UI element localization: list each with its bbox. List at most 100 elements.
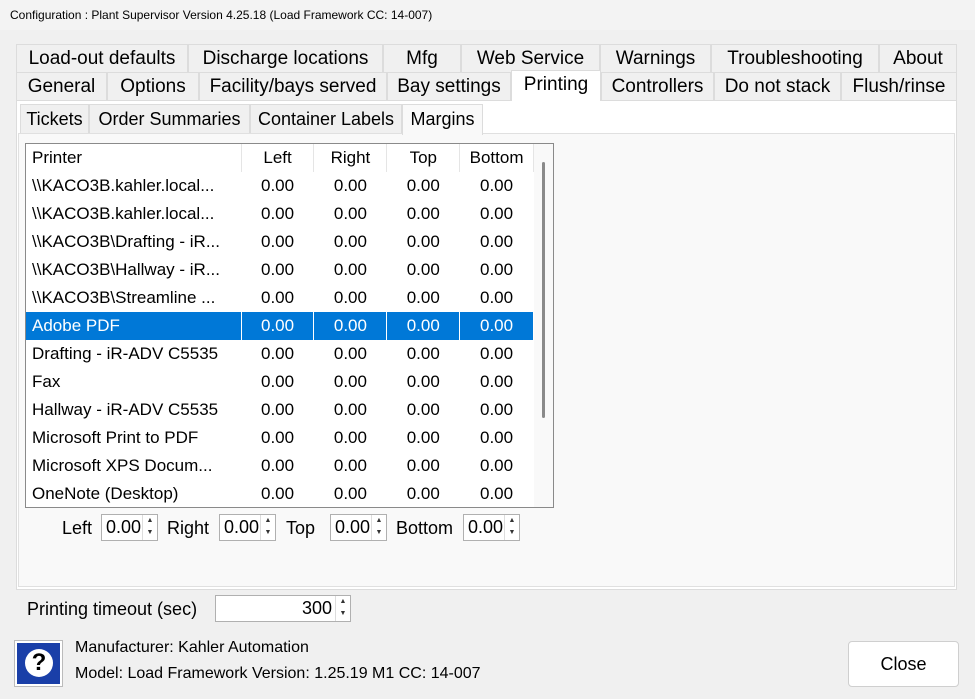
margin-cell: 0.00 [480,288,514,307]
printer-name-cell: Hallway - iR-ADV C5535 [32,400,219,419]
right-value: 0.00 [224,517,260,537]
subtab-container-labels[interactable]: Container Labels [250,104,402,133]
table-row[interactable]: \\KACO3B\Hallway - iR... 0.00 0.00 0.00 0.00 [26,256,534,284]
margin-cell: 0.00 [480,260,514,279]
left-margin-spinner[interactable]: 0.00 ▲ ▼ [101,514,158,541]
tab-troubleshooting[interactable]: Troubleshooting [711,44,879,72]
margin-cell: 0.00 [406,204,440,223]
printer-name-cell: Adobe PDF [26,312,242,340]
column-header-bottom[interactable]: Bottom [459,144,534,172]
printer-name-cell: \\KACO3B\Drafting - iR... [32,232,220,251]
margin-cell: 0.00 [333,456,367,475]
spinner-arrows-icon[interactable]: ▲ ▼ [504,515,519,540]
scrollbar-thumb[interactable] [542,162,545,418]
printer-margins-list[interactable]: Printer Left Right Top Bottom \\KACO3B.kahler… [25,143,554,508]
bottom-label: Bottom [396,518,454,538]
tab-about[interactable]: About [879,44,957,72]
margin-cell: 0.00 [261,176,295,195]
tab-warnings[interactable]: Warnings [600,44,711,72]
printer-name-cell: Microsoft XPS Docum... [32,456,213,475]
table-row[interactable]: \\KACO3B.kahler.local... 0.00 0.00 0.00 0.00 [26,172,534,200]
margin-cell: 0.00 [480,456,514,475]
tab-options[interactable]: Options [107,72,199,100]
margin-cell: 0.00 [480,232,514,251]
margin-cell: 0.00 [480,372,514,391]
margin-cell: 0.00 [386,312,461,340]
column-header-top[interactable]: Top [386,144,461,172]
margin-cell: 0.00 [406,456,440,475]
margin-cell: 0.00 [333,372,367,391]
margin-cell: 0.00 [406,176,440,195]
tab-general[interactable]: General [16,72,107,100]
spinner-arrows-icon[interactable]: ▲ ▼ [142,515,157,540]
timeout-spinner[interactable]: 300 ▲ ▼ [215,595,351,622]
tab-mfg[interactable]: Mfg [383,44,461,72]
margin-cell: 0.00 [261,456,295,475]
margin-cell: 0.00 [406,344,440,363]
table-row[interactable]: Drafting - iR-ADV C5535 0.00 0.00 0.00 0.00 [26,340,534,368]
margin-cell: 0.00 [480,400,514,419]
margin-cell: 0.00 [261,204,295,223]
tab-do-not-stack[interactable]: Do not stack [714,72,841,100]
tab-flush-rinse[interactable]: Flush/rinse [841,72,957,100]
tab-facility-bays-served[interactable]: Facility/bays served [199,72,387,100]
margin-cell: 0.00 [406,400,440,419]
margin-cell: 0.00 [406,232,440,251]
margin-cell: 0.00 [313,312,388,340]
margin-cell: 0.00 [333,232,367,251]
margin-cell: 0.00 [333,400,367,419]
table-row[interactable]: \\KACO3B.kahler.local... 0.00 0.00 0.00 0.00 [26,200,534,228]
margin-cell: 0.00 [459,312,534,340]
timeout-value: 300 [301,598,332,618]
margin-cell: 0.00 [261,400,295,419]
tab-controllers[interactable]: Controllers [601,72,714,100]
tab-load-out-defaults[interactable]: Load-out defaults [16,44,188,72]
subtab-tickets[interactable]: Tickets [20,104,89,133]
right-margin-spinner[interactable]: 0.00 ▲ ▼ [219,514,276,541]
column-header-right[interactable]: Right [313,144,388,172]
top-value: 0.00 [335,517,371,537]
margin-cell: 0.00 [406,484,440,503]
scrollbar[interactable] [534,144,553,507]
printer-name-cell: Drafting - iR-ADV C5535 [32,344,219,363]
tab-web-service[interactable]: Web Service [461,44,600,72]
question-icon[interactable]: ? [15,641,62,686]
margin-cell: 0.00 [261,428,295,447]
table-row[interactable]: \\KACO3B\Streamline ... 0.00 0.00 0.00 0.00 [26,284,534,312]
spinner-arrows-icon[interactable]: ▲ ▼ [260,515,275,540]
table-row[interactable]: \\KACO3B\Drafting - iR... 0.00 0.00 0.00 0.0… [26,228,534,256]
bottom-value: 0.00 [468,517,504,537]
subtab-margins[interactable]: Margins [402,104,483,135]
margin-cell: 0.00 [480,204,514,223]
column-header-left[interactable]: Left [241,144,315,172]
left-value: 0.00 [106,517,142,537]
tab-discharge-locations[interactable]: Discharge locations [188,44,383,72]
printer-name-cell: \\KACO3B\Streamline ... [32,288,216,307]
table-row[interactable]: Adobe PDF 0.00 0.00 0.00 0.00 [26,312,534,340]
tab-bay-settings[interactable]: Bay settings [387,72,511,100]
close-button[interactable]: Close [848,641,959,687]
margin-cell: 0.00 [261,232,295,251]
table-row[interactable]: Fax 0.00 0.00 0.00 0.00 [26,368,534,396]
column-header-printer[interactable]: Printer [26,144,242,172]
top-margin-spinner[interactable]: 0.00 ▲ ▼ [330,514,387,541]
margin-cell: 0.00 [261,260,295,279]
model-text: Model: Load Framework Version: 1.25.19 M… [75,665,481,682]
subtab-order-summaries[interactable]: Order Summaries [89,104,250,133]
tab-printing[interactable]: Printing [511,70,601,101]
margin-cell: 0.00 [261,288,295,307]
spinner-arrows-icon[interactable]: ▲ ▼ [335,596,350,621]
table-row[interactable]: OneNote (Desktop) 0.00 0.00 0.00 0.00 [26,480,534,507]
printer-name-cell: \\KACO3B.kahler.local... [32,176,215,195]
printer-name-cell: Fax [32,372,61,391]
manufacturer-text: Manufacturer: Kahler Automation [75,639,309,656]
table-row[interactable]: Microsoft Print to PDF 0.00 0.00 0.00 0.00 [26,424,534,452]
right-label: Right [167,518,210,538]
margin-cell: 0.00 [333,176,367,195]
table-row[interactable]: Microsoft XPS Docum... 0.00 0.00 0.00 0.00 [26,452,534,480]
margin-cell: 0.00 [261,484,295,503]
margin-cell: 0.00 [406,428,440,447]
table-row[interactable]: Hallway - iR-ADV C5535 0.00 0.00 0.00 0.00 [26,396,534,424]
bottom-margin-spinner[interactable]: 0.00 ▲ ▼ [463,514,520,541]
spinner-arrows-icon[interactable]: ▲ ▼ [371,515,386,540]
